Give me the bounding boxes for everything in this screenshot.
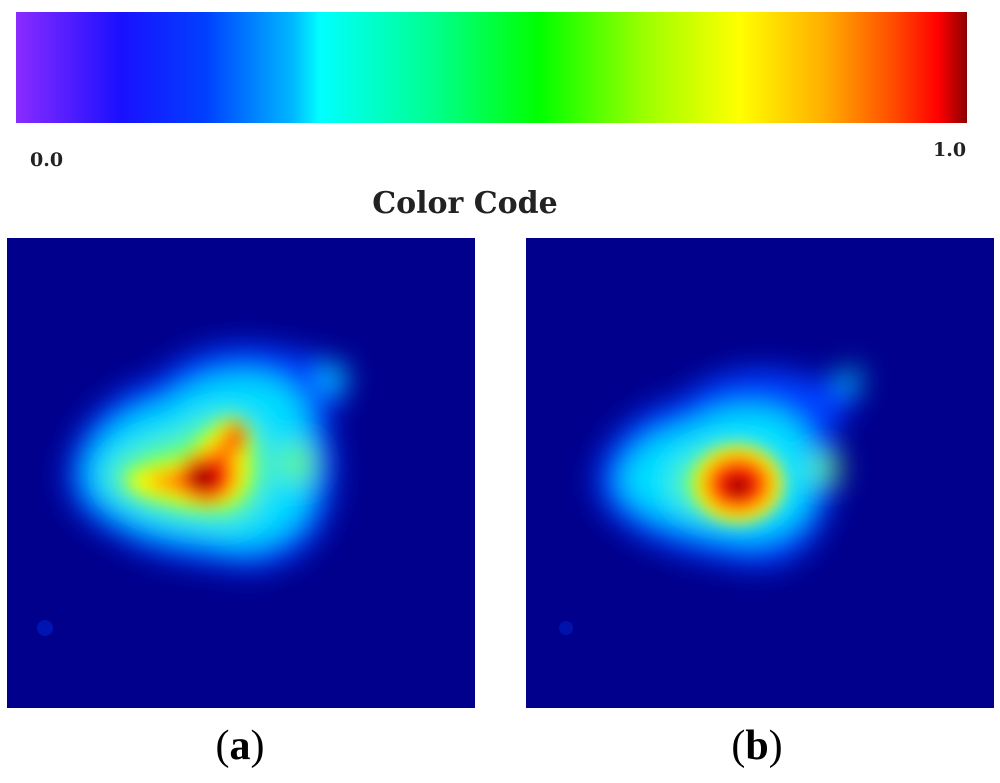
panel-label-b: (b) [731, 723, 783, 769]
heatmap-b-graphic [526, 238, 994, 708]
heatmap-panel-a [7, 238, 475, 708]
panel-label-a: (a) [215, 723, 265, 769]
colorbar-title: Color Code [372, 186, 558, 221]
heatmap-panel-b [526, 238, 994, 708]
heatmap-a-graphic [7, 238, 475, 708]
colorbar-gradient [16, 12, 967, 123]
colorbar-min-label: 0.0 [30, 149, 64, 171]
colorbar-max-label: 1.0 [933, 139, 967, 161]
